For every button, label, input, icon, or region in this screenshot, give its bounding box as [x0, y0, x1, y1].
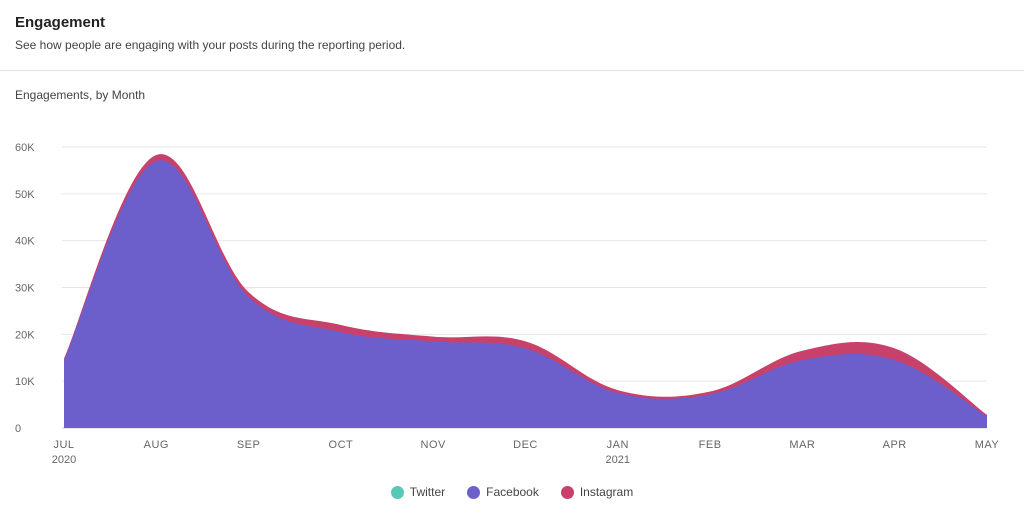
y-tick-label: 60K	[15, 142, 35, 154]
legend-item-instagram[interactable]: Instagram	[560, 485, 634, 499]
x-tick-label: AUG	[144, 439, 169, 451]
header-divider	[0, 70, 1024, 71]
panel-header: Engagement See how people are engaging w…	[15, 14, 405, 52]
y-tick-label: 20K	[15, 329, 35, 341]
x-tick-label: NOV	[421, 439, 447, 451]
legend-swatch	[467, 485, 481, 499]
x-tick-label: SEP	[237, 439, 261, 451]
chart-legend: Twitter Facebook Instagram	[0, 485, 1024, 499]
x-tick-label: MAR	[789, 439, 815, 451]
x-tick-label: DEC	[513, 439, 538, 451]
x-tick-label: FEB	[699, 439, 722, 451]
series-area-facebook	[64, 160, 987, 428]
x-tick-year: 2020	[52, 454, 76, 466]
x-tick-year: 2021	[606, 454, 630, 466]
x-tick-label: MAY	[975, 439, 1000, 451]
y-tick-label: 50K	[15, 189, 35, 201]
x-tick-label: JAN	[607, 439, 629, 451]
y-tick-label: 0	[15, 423, 21, 435]
engagement-chart: 0 10K 20K 30K 40K 50K 60K JUL 2020 AUG SEP OCT NOV DE…	[15, 142, 1000, 466]
legend-label: Twitter	[409, 485, 446, 499]
x-tick-label: APR	[883, 439, 907, 451]
legend-label: Instagram	[579, 485, 634, 499]
chart-label: Engagements, by Month	[15, 88, 146, 102]
panel-title: Engagement	[15, 14, 106, 31]
legend-label: Facebook	[486, 485, 539, 499]
y-tick-label: 30K	[15, 283, 35, 295]
y-tick-label: 10K	[15, 376, 35, 388]
panel-subtitle: See how people are engaging with your po…	[15, 38, 406, 52]
x-tick-label: OCT	[329, 439, 354, 451]
legend-item-facebook[interactable]: Facebook	[467, 485, 539, 499]
legend-item-twitter[interactable]: Twitter	[390, 485, 446, 499]
y-tick-label: 40K	[15, 236, 35, 248]
legend-swatch	[390, 485, 404, 499]
x-tick-label: JUL	[53, 439, 74, 451]
legend-swatch	[560, 485, 574, 499]
